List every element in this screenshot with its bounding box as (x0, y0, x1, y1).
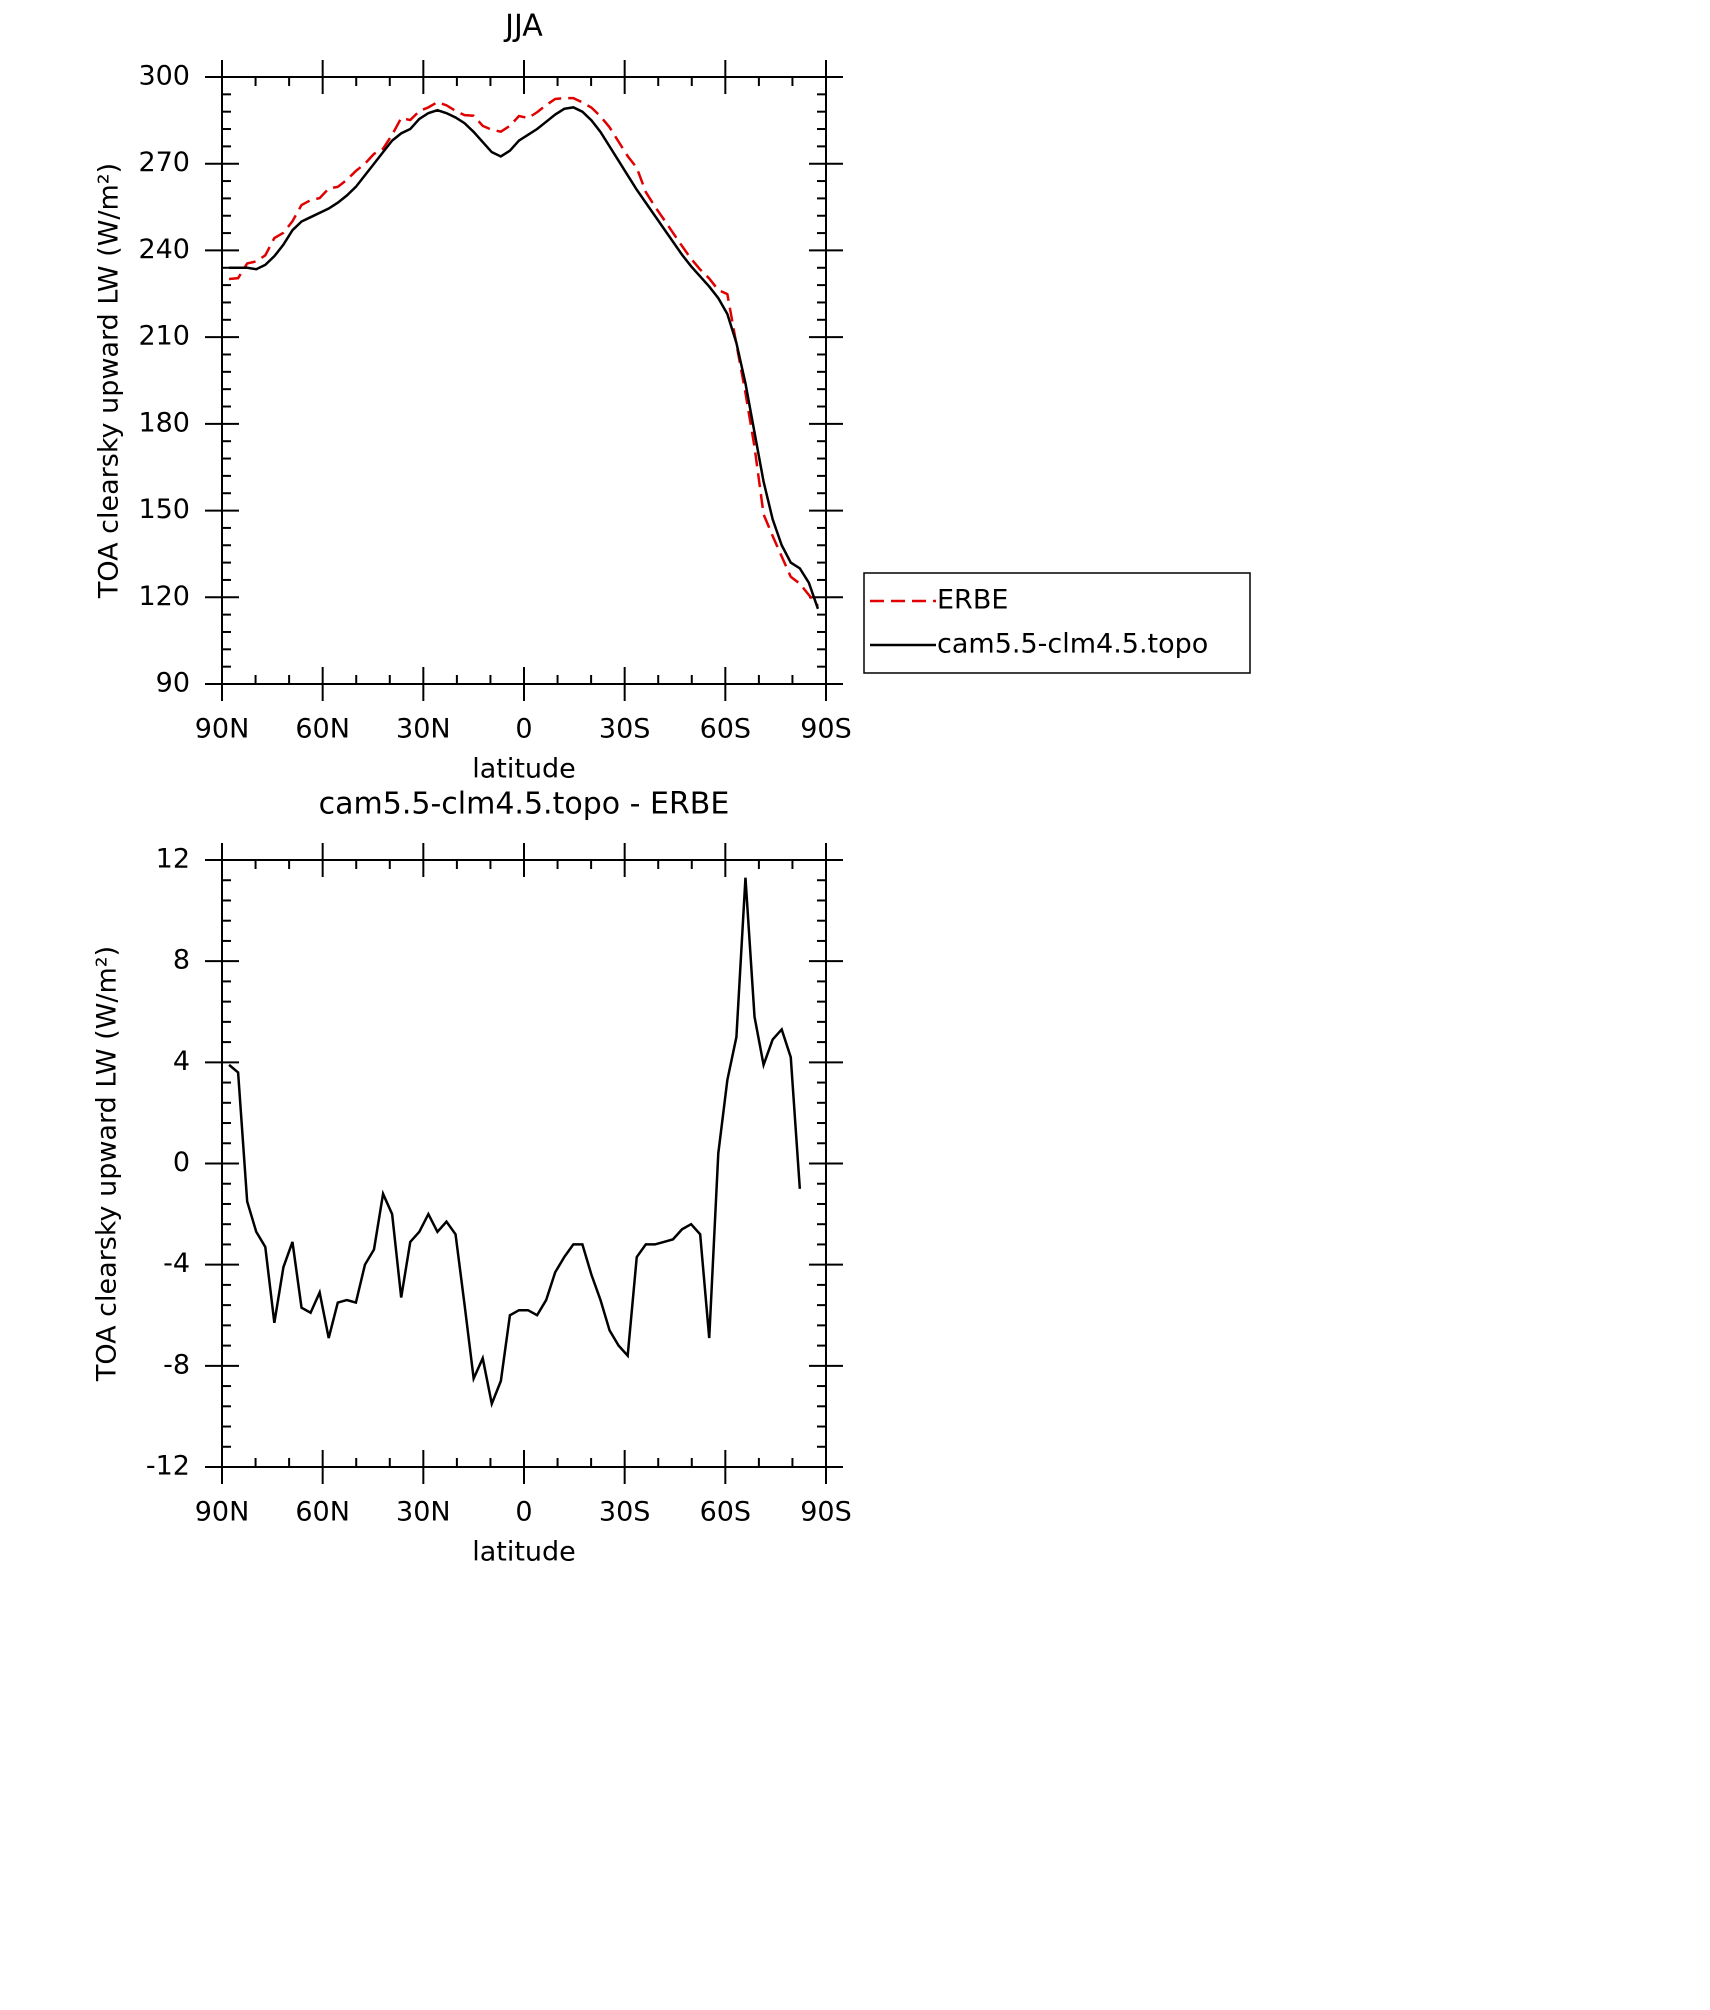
y-tick-label: 210 (138, 321, 190, 352)
x-tick-label: 60N (295, 1497, 350, 1528)
y-tick-label: 150 (138, 494, 190, 525)
y-tick-label: 0 (173, 1147, 190, 1178)
x-axis-label: latitude (472, 754, 576, 785)
plot-frame (221, 76, 827, 685)
x-tick-label: 30S (599, 714, 651, 745)
legend-label: cam5.5-clm4.5.topo (937, 629, 1208, 660)
legend: ERBE cam5.5-clm4.5.topo (863, 572, 1251, 674)
y-tick-label: -12 (146, 1451, 190, 1482)
x-tick-label: 60N (295, 714, 350, 745)
data-line (228, 877, 802, 1409)
y-tick-label: 4 (173, 1046, 190, 1077)
x-tick-label: 30S (599, 1497, 651, 1528)
y-tick-label: 270 (138, 147, 190, 178)
x-tick-label: 0 (515, 1497, 532, 1528)
y-tick-label: 8 (173, 945, 190, 976)
chart-title: JJA (503, 9, 543, 44)
x-tick-label: 90S (800, 714, 852, 745)
plot: cam5.5-clm4.5.topo - ERBE latitude TOA cle… (92, 787, 852, 1568)
x-tick-label: 30N (396, 1497, 451, 1528)
x-tick-label: 90N (195, 1497, 250, 1528)
plot: JJA latitude TOA clearsky upward LW (W/m²)… (94, 9, 1251, 785)
y-tick-label: -8 (163, 1349, 190, 1380)
y-tick-label: 300 (138, 61, 190, 92)
y-tick-label: 120 (138, 581, 190, 612)
x-tick-label: 0 (515, 714, 532, 745)
y-tick-label: 240 (138, 234, 190, 265)
data-line (229, 106, 820, 610)
y-tick-label: 12 (156, 844, 190, 875)
legend-box (863, 572, 1251, 674)
legend-label: ERBE (937, 585, 1008, 616)
x-tick-label: 60S (700, 1497, 752, 1528)
y-tick-label: -4 (163, 1248, 190, 1279)
x-axis-label: latitude (472, 1537, 576, 1568)
chart-title: cam5.5-clm4.5.topo - ERBE (319, 787, 730, 822)
y-axis-label: TOA clearsky upward LW (W/m²) (94, 163, 125, 599)
y-tick-label: 180 (138, 407, 190, 438)
data-line (228, 96, 819, 607)
x-tick-label: 60S (700, 714, 752, 745)
x-tick-label: 30N (396, 714, 451, 745)
y-axis-label: TOA clearsky upward LW (W/m²) (92, 946, 123, 1382)
x-tick-label: 90S (800, 1497, 852, 1528)
plot-frame (221, 859, 827, 1468)
y-tick-label: 90 (156, 668, 190, 699)
x-tick-label: 90N (195, 714, 250, 745)
